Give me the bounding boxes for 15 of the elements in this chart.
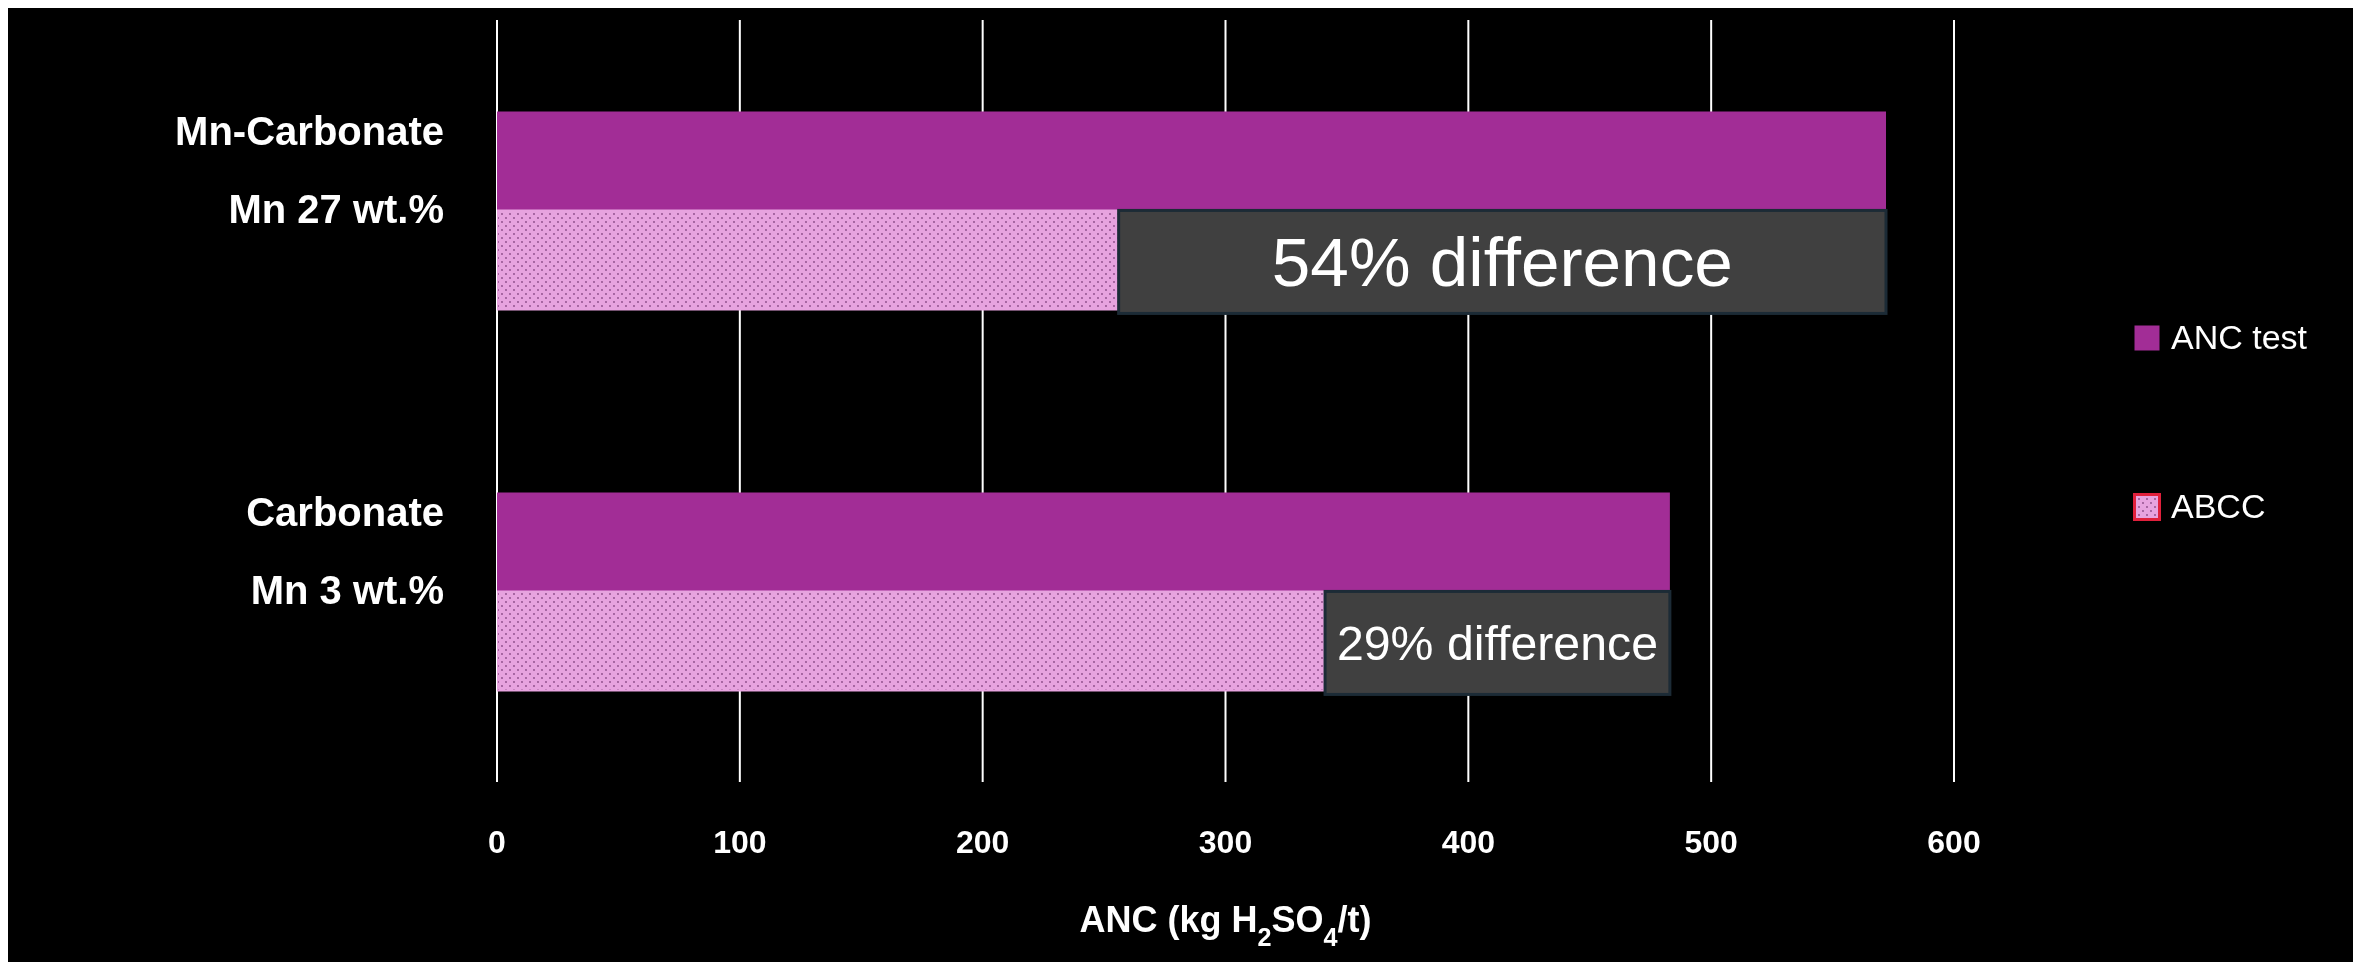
- bar: [497, 492, 1670, 592]
- x-tick-label: 200: [955, 823, 1010, 860]
- x-tick-label: 300: [1198, 823, 1253, 860]
- annotation: 54% difference: [1271, 222, 1733, 301]
- x-tick-label: 600: [1927, 823, 1981, 860]
- x-axis-title: ANC (kg H$_{2}$SO$_{4}$/t): [1079, 899, 1372, 951]
- legend-label: ANC test: [2171, 318, 2308, 357]
- x-tick-label: 0: [488, 823, 506, 860]
- annotation: 29% difference: [1336, 615, 1659, 670]
- y-tick-label: Carbonate Mn 3 wt.%: [246, 489, 444, 612]
- legend-label: ABCC: [2171, 487, 2266, 526]
- x-tick-label: 100: [713, 823, 767, 860]
- x-tick-label: 400: [1441, 823, 1496, 860]
- x-tick-label: 500: [1684, 823, 1738, 860]
- y-tick-label: Mn-Carbonate Mn 27 wt.%: [175, 108, 444, 231]
